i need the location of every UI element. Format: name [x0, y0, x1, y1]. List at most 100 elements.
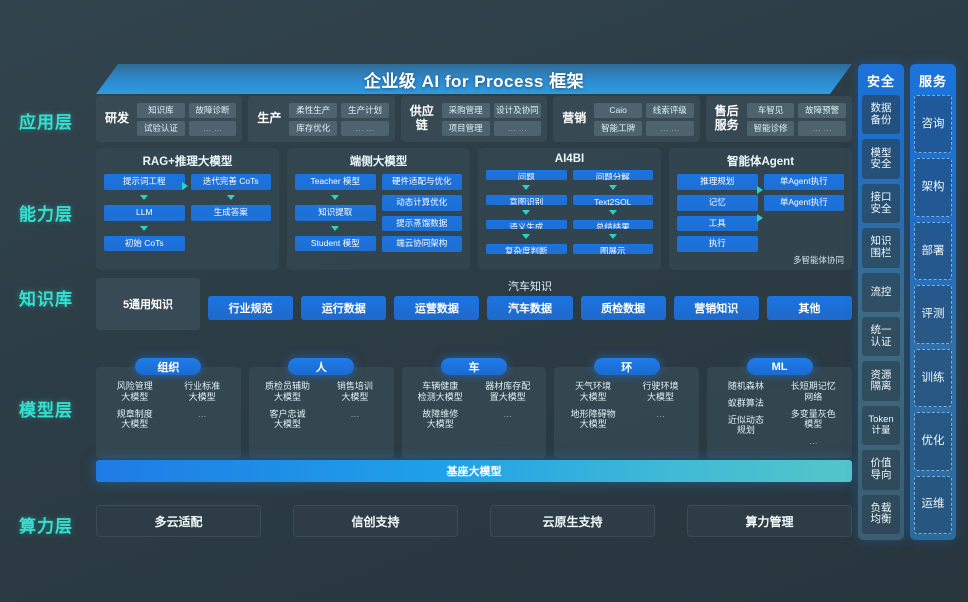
- rail-item-service-0[interactable]: 咨询: [914, 95, 952, 154]
- capability-chip[interactable]: 复杂度判断: [486, 244, 567, 254]
- knowledge-chip[interactable]: 营销知识: [673, 296, 759, 320]
- capability-card-0[interactable]: RAG+推理大模型 提示词工程 LLM 初始 CoTs 迭代完善 CoTs 生成答案: [96, 148, 279, 270]
- knowledge-chip[interactable]: 汽车数据: [487, 296, 573, 320]
- app-group-3[interactable]: 营销 Caio 智能工牌 线索评级 … …: [553, 96, 700, 142]
- capability-chip[interactable]: 问题分解: [572, 170, 653, 180]
- compute-card[interactable]: 信创支持: [293, 505, 458, 537]
- knowledge-chip[interactable]: 质检数据: [580, 296, 666, 320]
- rail-item-security-9[interactable]: 负载 均衡: [862, 494, 900, 535]
- capability-chip[interactable]: LLM: [104, 204, 185, 221]
- model-item[interactable]: …: [197, 408, 207, 419]
- capability-chip[interactable]: 单Agent执行: [763, 174, 844, 190]
- capability-chip[interactable]: Student 模型: [295, 235, 376, 252]
- model-item[interactable]: 天气环境 大模型: [575, 381, 612, 402]
- model-item[interactable]: …: [350, 408, 360, 419]
- app-cell[interactable]: 库存优化: [289, 120, 338, 136]
- capability-chip[interactable]: 提示词工程: [104, 174, 185, 190]
- app-cell[interactable]: Caio: [594, 102, 642, 118]
- app-group-0[interactable]: 研发 知识库 试验认证 故障诊断 … …: [96, 96, 243, 142]
- rail-item-security-8[interactable]: 价值 导向: [862, 450, 900, 490]
- app-cell[interactable]: 知识库: [137, 102, 185, 118]
- model-item[interactable]: 故障维修 大模型: [422, 408, 459, 430]
- model-card-1[interactable]: 人质检员辅助 大模型 客户忠诚 大模型 销售培训 大模型…: [248, 358, 394, 458]
- capability-card-1[interactable]: 端侧大模型 Teacher 模型 知识提取 Student 模型 硬件适配与优化 动态计算…: [287, 148, 470, 270]
- capability-chip[interactable]: 语义生成: [486, 219, 567, 230]
- capability-card-2[interactable]: AI4BI 问题 意图识别 语义生成 复杂度判断 问题分解 Text2SQL 总结结果 图展示: [478, 148, 661, 270]
- rail-item-security-2[interactable]: 接口 安全: [862, 183, 900, 224]
- app-cell[interactable]: … …: [645, 120, 694, 136]
- rail-item-security-6[interactable]: 资源 隔离: [862, 361, 900, 401]
- capability-chip[interactable]: 硬件适配与优化: [381, 174, 462, 190]
- model-item[interactable]: 随机森林: [727, 381, 764, 391]
- model-item[interactable]: 规章制度 大模型: [116, 408, 153, 430]
- model-item[interactable]: 行驶环境 大模型: [642, 381, 679, 402]
- knowledge-general-card[interactable]: 5通用知识: [96, 278, 200, 330]
- capability-chip[interactable]: 总结结果: [572, 219, 653, 230]
- capability-chip[interactable]: 单Agent执行: [763, 194, 844, 211]
- model-card-2[interactable]: 车车辆健康 检测大模型 故障维修 大模型 器材库存配 置大模型…: [401, 358, 547, 458]
- model-card-4[interactable]: ML 随机森林 蚁群算法 近似动态 规划 长短期记忆 网络 多变量灰色 模型…: [707, 358, 852, 458]
- capability-chip[interactable]: 生成答案: [190, 204, 271, 221]
- capability-chip[interactable]: 执行: [677, 236, 758, 253]
- model-item[interactable]: 质检员辅助 大模型: [264, 381, 310, 402]
- capability-chip[interactable]: Teacher 模型: [295, 174, 376, 190]
- app-cell[interactable]: … …: [493, 120, 542, 136]
- model-item[interactable]: 器材库存配 置大模型: [485, 381, 531, 402]
- rail-item-service-1[interactable]: 架构: [914, 158, 952, 217]
- app-cell[interactable]: … …: [188, 120, 237, 136]
- capability-card-3[interactable]: 智能体Agent 推理规划 记忆 工具 执行 单Agent执行 单Agent执行 多智能体协同: [669, 148, 852, 270]
- compute-card[interactable]: 多云适配: [96, 505, 261, 537]
- knowledge-chip[interactable]: 行业规范: [208, 296, 294, 320]
- rail-item-security-0[interactable]: 数据 备份: [862, 95, 900, 135]
- capability-chip[interactable]: 知识提取: [295, 204, 376, 221]
- knowledge-chip[interactable]: 其他: [766, 296, 852, 320]
- app-cell[interactable]: 柔性生产: [289, 102, 338, 118]
- app-cell[interactable]: 生产计划: [341, 102, 389, 118]
- app-cell[interactable]: 智能诊修: [746, 120, 795, 136]
- model-item[interactable]: …: [808, 436, 818, 447]
- rail-item-service-6[interactable]: 运维: [914, 475, 952, 534]
- rail-item-security-1[interactable]: 模型 安全: [862, 139, 900, 179]
- knowledge-chip[interactable]: 运行数据: [301, 296, 387, 320]
- app-cell[interactable]: … …: [798, 120, 847, 136]
- model-item[interactable]: 近似动态 规划: [727, 414, 764, 436]
- app-cell[interactable]: 项目管理: [441, 120, 490, 136]
- rail-item-security-4[interactable]: 流控: [862, 272, 900, 313]
- app-cell[interactable]: 试验认证: [137, 120, 185, 136]
- app-group-2[interactable]: 供应链 采购管理 项目管理 设计及协同 … …: [400, 96, 548, 142]
- rail-item-security-5[interactable]: 统一 认证: [862, 317, 900, 357]
- app-cell[interactable]: 采购管理: [441, 102, 490, 118]
- app-cell[interactable]: … …: [341, 120, 389, 136]
- capability-chip[interactable]: 迭代完善 CoTs: [190, 174, 271, 190]
- compute-card[interactable]: 云原生支持: [490, 505, 655, 537]
- model-item[interactable]: 销售培训 大模型: [336, 381, 373, 402]
- capability-chip[interactable]: 推理规划: [677, 174, 758, 190]
- model-item[interactable]: …: [656, 408, 665, 419]
- rail-item-service-3[interactable]: 评测: [914, 285, 952, 344]
- rail-item-service-4[interactable]: 训练: [914, 348, 952, 408]
- model-item[interactable]: 蚁群算法: [727, 397, 764, 408]
- compute-card[interactable]: 算力管理: [687, 505, 852, 537]
- model-card-3[interactable]: 环天气环境 大模型 地形障碍物 大模型 行驶环境 大模型…: [554, 358, 700, 458]
- model-card-0[interactable]: 组织 风险管理 大模型 规章制度 大模型 行业标准 大模型…: [96, 358, 241, 458]
- model-item[interactable]: 长短期记忆 网络: [790, 381, 836, 402]
- model-item[interactable]: …: [503, 408, 513, 419]
- app-cell[interactable]: 设计及协同: [493, 102, 542, 118]
- knowledge-chip[interactable]: 运营数据: [394, 296, 480, 320]
- app-group-1[interactable]: 生产 柔性生产 库存优化 生产计划 … …: [248, 96, 395, 142]
- capability-chip[interactable]: 记忆: [677, 194, 758, 211]
- model-item[interactable]: 多变量灰色 模型: [790, 408, 836, 430]
- app-cell[interactable]: 车智见: [746, 102, 795, 118]
- capability-chip[interactable]: Text2SQL: [572, 194, 653, 205]
- rail-item-security-7[interactable]: Token 计量: [862, 405, 900, 446]
- capability-chip[interactable]: 提示蒸馏数据: [381, 215, 462, 232]
- rail-item-security-3[interactable]: 知识 围栏: [862, 228, 900, 268]
- capability-chip[interactable]: 图展示: [572, 244, 653, 254]
- capability-chip[interactable]: 工具: [677, 215, 758, 232]
- model-item[interactable]: 车辆健康 检测大模型: [417, 381, 463, 402]
- model-item[interactable]: 风险管理 大模型: [116, 381, 153, 402]
- capability-chip[interactable]: 问题: [486, 170, 567, 180]
- app-cell[interactable]: 线索评级: [645, 102, 694, 118]
- app-cell[interactable]: 智能工牌: [594, 120, 642, 136]
- app-group-4[interactable]: 售后服务 车智见 智能诊修 故障预警 … …: [705, 96, 853, 142]
